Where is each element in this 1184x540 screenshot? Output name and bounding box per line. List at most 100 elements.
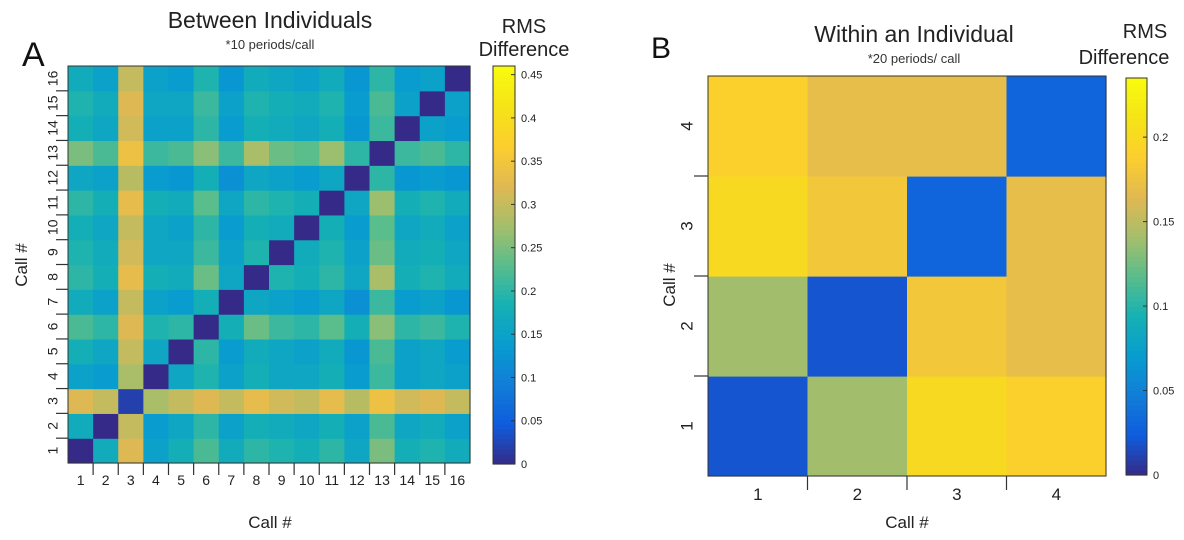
colorbar-segment bbox=[493, 240, 515, 246]
heatmap-cell bbox=[68, 239, 94, 266]
colorbar-tick-label: 0.3 bbox=[521, 199, 536, 211]
heatmap-cell bbox=[193, 289, 220, 315]
heatmap-cell bbox=[419, 338, 446, 365]
colorbar-segment bbox=[493, 230, 515, 236]
heatmap-cell bbox=[344, 289, 371, 315]
heatmap-cell bbox=[243, 140, 270, 166]
heatmap-cell bbox=[269, 239, 295, 266]
colorbar-segment bbox=[493, 294, 515, 301]
colorbar-segment bbox=[1126, 460, 1147, 466]
heatmap-cell bbox=[419, 264, 446, 290]
colorbar-tick-label: 0.2 bbox=[521, 286, 536, 298]
colorbar-segment bbox=[493, 329, 515, 336]
heatmap-cell bbox=[394, 165, 421, 191]
heatmap-cell bbox=[807, 176, 908, 277]
heatmap-cell bbox=[369, 314, 396, 340]
heatmap-cell bbox=[319, 140, 345, 166]
colorbar-segment bbox=[493, 120, 515, 127]
colorbar-segment bbox=[493, 105, 515, 112]
heatmap-cell bbox=[1006, 76, 1107, 177]
colorbar-tick-label: 0.05 bbox=[521, 416, 542, 428]
heatmap-cell bbox=[143, 388, 170, 414]
heatmap-cell bbox=[269, 140, 295, 166]
heatmap-cell bbox=[168, 413, 195, 439]
heatmap-cell bbox=[807, 276, 908, 377]
heatmap-cell bbox=[243, 388, 270, 414]
colorbar-segment bbox=[1126, 102, 1147, 109]
colorbar-segment bbox=[493, 85, 515, 92]
heatmap-cell bbox=[344, 413, 371, 439]
colorbar-segment bbox=[493, 459, 515, 465]
heatmap-cell bbox=[394, 338, 421, 365]
colorbar-segment bbox=[493, 434, 515, 440]
colorbar-segment bbox=[1126, 435, 1147, 441]
colorbar-segment bbox=[493, 344, 515, 351]
heatmap-cell bbox=[369, 140, 396, 166]
colorbar-segment bbox=[493, 309, 515, 316]
x-tick-label: 9 bbox=[278, 472, 286, 488]
heatmap-cell bbox=[143, 190, 170, 216]
heatmap-cell bbox=[193, 115, 220, 142]
heatmap-cell bbox=[143, 338, 170, 365]
heatmap-cell bbox=[243, 214, 270, 241]
x-tick-label: 15 bbox=[425, 472, 441, 488]
heatmap-cell bbox=[269, 165, 295, 191]
colorbar-segment bbox=[1126, 271, 1147, 278]
heatmap-cell bbox=[294, 264, 320, 290]
heatmap-cell bbox=[243, 314, 270, 340]
y-tick-label: 16 bbox=[45, 70, 61, 86]
heatmap-cell bbox=[269, 90, 295, 117]
x-tick-label: 2 bbox=[102, 472, 110, 488]
heatmap-cell bbox=[68, 413, 94, 439]
x-tick-label: 2 bbox=[853, 485, 862, 504]
heatmap-cell bbox=[143, 66, 170, 92]
colorbar-segment bbox=[493, 125, 515, 132]
heatmap-cell bbox=[243, 363, 270, 390]
colorbar-segment bbox=[493, 260, 515, 266]
heatmap-cell bbox=[168, 289, 195, 315]
colorbar-segment bbox=[493, 399, 515, 405]
colorbar-segment bbox=[493, 205, 515, 211]
panel-a-colorbar-frame bbox=[492, 65, 516, 465]
heatmap-cell bbox=[193, 413, 220, 439]
colorbar-segment bbox=[1126, 281, 1147, 288]
heatmap-cell bbox=[419, 115, 446, 142]
colorbar-tick-label: 0 bbox=[521, 459, 527, 471]
colorbar-segment bbox=[1126, 326, 1147, 332]
colorbar-segment bbox=[1126, 415, 1147, 422]
heatmap-cell bbox=[344, 165, 371, 191]
heatmap-cell bbox=[319, 264, 345, 290]
colorbar-segment bbox=[1126, 107, 1147, 114]
heatmap-cell bbox=[319, 289, 345, 315]
y-tick-label: 7 bbox=[45, 298, 61, 306]
x-tick-label: 3 bbox=[127, 472, 135, 488]
panel-b-colorbar-title-1: RMS bbox=[1123, 21, 1167, 43]
colorbar-segment bbox=[493, 339, 515, 346]
heatmap-cell bbox=[118, 388, 144, 414]
colorbar-segment bbox=[1126, 246, 1147, 253]
heatmap-cell bbox=[344, 115, 371, 142]
heatmap-cell bbox=[319, 66, 345, 92]
heatmap-cell bbox=[708, 76, 809, 177]
heatmap-cell bbox=[708, 176, 809, 277]
x-tick-label: 4 bbox=[1052, 485, 1061, 504]
x-tick-label: 6 bbox=[202, 472, 210, 488]
colorbar-segment bbox=[493, 210, 515, 216]
heatmap-cell bbox=[143, 314, 170, 340]
x-tick-label: 10 bbox=[299, 472, 315, 488]
heatmap-cell bbox=[118, 115, 144, 142]
heatmap-cell bbox=[294, 363, 320, 390]
heatmap-cell bbox=[93, 438, 119, 464]
colorbar-segment bbox=[1126, 127, 1147, 134]
colorbar-segment bbox=[493, 90, 515, 97]
heatmap-cell bbox=[319, 115, 345, 142]
y-tick-label: 10 bbox=[45, 219, 61, 235]
heatmap-cell bbox=[294, 66, 320, 92]
heatmap-cell bbox=[118, 239, 144, 266]
heatmap-cell bbox=[344, 338, 371, 365]
colorbar-segment bbox=[1126, 251, 1147, 258]
heatmap-cell bbox=[394, 66, 421, 92]
panel-b-ticks: 1 2 3 4 1 2 3 4 bbox=[677, 121, 1061, 504]
